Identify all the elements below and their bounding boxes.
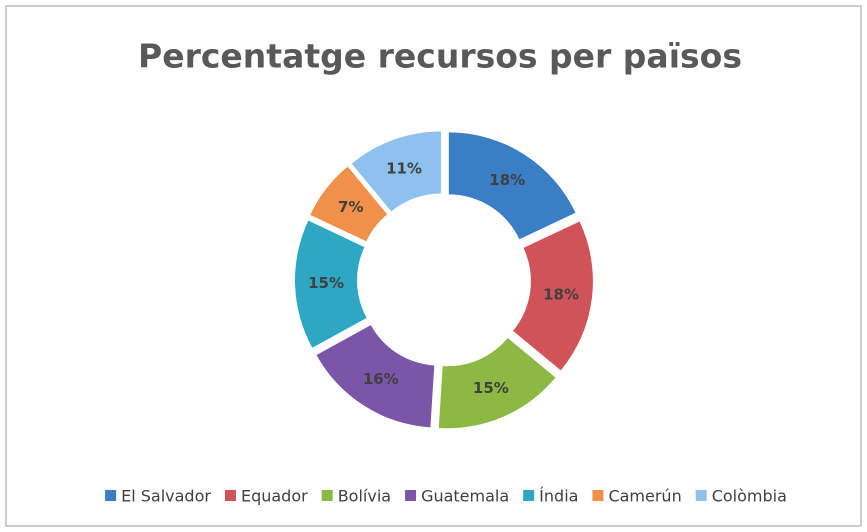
data-label: 11% <box>386 159 422 177</box>
legend-swatch <box>592 490 604 501</box>
legend-swatch <box>523 490 535 501</box>
legend-label: Índia <box>539 487 578 506</box>
legend-label: Equador <box>241 487 308 506</box>
slice <box>438 337 556 429</box>
legend-swatch <box>405 490 417 501</box>
data-label: 15% <box>308 274 344 292</box>
legend-label: Colòmbia <box>712 487 787 506</box>
legend-swatch <box>224 490 236 501</box>
legend-label: El Salvador <box>121 487 211 506</box>
slice <box>448 132 576 240</box>
data-label: 18% <box>489 171 525 189</box>
slice <box>351 131 441 212</box>
legend-swatch <box>321 490 333 501</box>
slice <box>310 166 388 242</box>
legend-swatch <box>695 490 707 501</box>
data-label: 15% <box>473 379 509 397</box>
legend-label: Bolívia <box>338 487 391 506</box>
slice <box>513 221 593 371</box>
legend-label: Camerún <box>608 487 681 506</box>
data-label: 16% <box>363 370 399 388</box>
slice <box>295 220 367 348</box>
data-label: 7% <box>338 198 363 216</box>
data-label: 18% <box>543 285 579 303</box>
legend-swatch <box>105 490 117 501</box>
chart-frame <box>5 5 862 527</box>
slice <box>316 325 435 428</box>
legend-label: Guatemala <box>421 487 509 506</box>
chart-title: Percentatge recursos per països <box>138 37 742 76</box>
